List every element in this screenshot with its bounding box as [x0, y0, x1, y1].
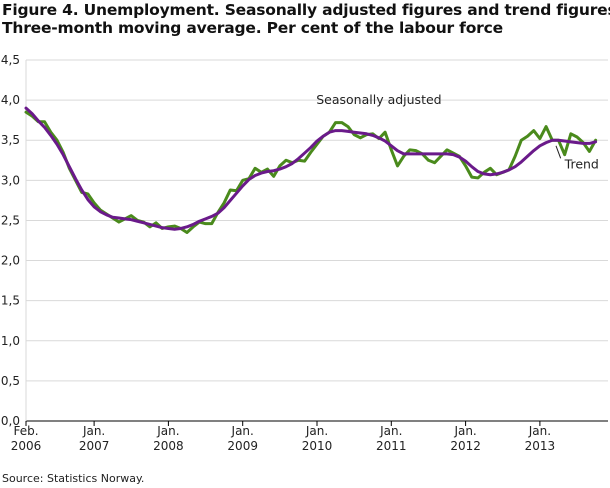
source-note: Source: Statistics Norway. [2, 472, 145, 485]
trend-leader-line [555, 145, 562, 159]
x-tick-label-year: 2010 [302, 439, 333, 453]
chart-title-line-1: Figure 4. Unemployment. Seasonally adjus… [2, 1, 610, 19]
annotation-trend: Trend [564, 156, 599, 171]
chart-title-line-2: Three-month moving average. Per cent of … [2, 19, 503, 37]
series-line-seasonally-adjusted [24, 110, 598, 234]
x-tick-label-year: 2006 [11, 439, 42, 453]
x-axis: Feb.2006Jan.2007Jan.2008Jan.2009Jan.2010… [11, 60, 608, 453]
x-tick-label-year: 2008 [153, 439, 184, 453]
x-tick-label-year: 2013 [525, 439, 556, 453]
annotations: Seasonally adjusted Trend [316, 92, 599, 171]
y-tick-label: 3,0 [1, 173, 20, 187]
x-tick-label-year: 2012 [450, 439, 481, 453]
x-tick-label-month: Feb. [13, 424, 38, 438]
y-tick-label: 4,5 [1, 53, 20, 67]
y-tick-label: 2,5 [1, 213, 20, 227]
y-tick-label: 1,5 [1, 294, 20, 308]
y-tick-label: 3,5 [1, 133, 20, 147]
x-tick-label-year: 2009 [227, 439, 258, 453]
x-tick-label-month: Jan. [528, 424, 551, 438]
chart-title: Figure 4. Unemployment. Seasonally adjus… [2, 1, 610, 37]
x-tick-label-month: Jan. [305, 424, 328, 438]
y-tick-label: 4,0 [1, 93, 20, 107]
y-tick-label: 0,0 [1, 414, 20, 428]
x-tick-label-month: Jan. [231, 424, 254, 438]
annotation-seasonally-adjusted: Seasonally adjusted [316, 92, 441, 107]
y-tick-label: 0,5 [1, 374, 20, 388]
x-tick-label-year: 2011 [376, 439, 407, 453]
gridlines [26, 59, 608, 382]
x-tick-label-month: Jan. [379, 424, 402, 438]
x-tick-label-month: Jan. [453, 424, 476, 438]
x-tick-label-month: Jan. [156, 424, 179, 438]
y-tick-label: 1,0 [1, 334, 20, 348]
y-axis-tick-labels: 0,0 0,5 1,0 1,5 2,0 2,5 3,0 3,5 4,0 4,5 [1, 53, 20, 428]
series-line-trend [24, 106, 598, 231]
series-lines [24, 106, 598, 234]
x-tick-label-month: Jan. [82, 424, 105, 438]
x-tick-label-year: 2007 [79, 439, 110, 453]
y-tick-label: 2,0 [1, 254, 20, 268]
